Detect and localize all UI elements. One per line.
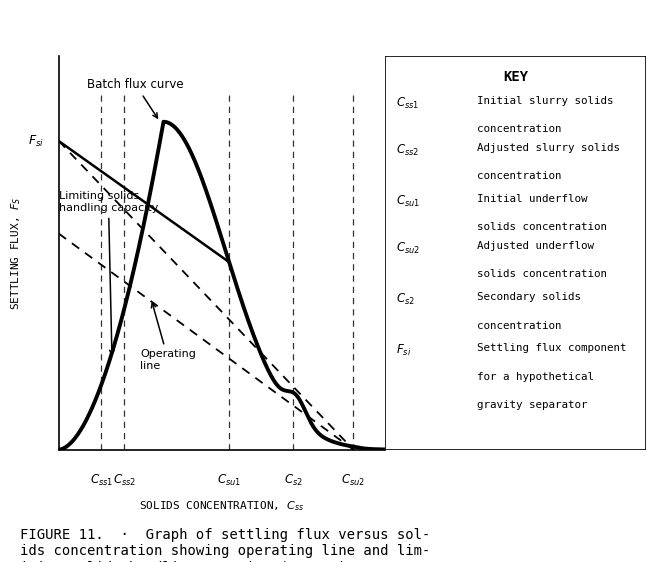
Text: $C_{s2}$: $C_{s2}$: [283, 473, 302, 488]
Text: concentration: concentration: [477, 171, 561, 181]
Text: for a hypothetical: for a hypothetical: [477, 371, 594, 382]
Text: Settling flux component: Settling flux component: [477, 343, 626, 353]
Text: KEY: KEY: [503, 70, 528, 84]
Text: solids concentration: solids concentration: [477, 269, 607, 279]
Text: Initial underflow: Initial underflow: [477, 194, 587, 204]
Text: Limiting solids
handling capacity: Limiting solids handling capacity: [59, 191, 158, 355]
Text: $F_{si}$: $F_{si}$: [396, 343, 411, 359]
Text: Adjusted slurry solids: Adjusted slurry solids: [477, 143, 620, 153]
Text: solids concentration: solids concentration: [477, 222, 607, 232]
Text: $C_{su1}$: $C_{su1}$: [396, 194, 420, 209]
Text: $C_{ss1}$: $C_{ss1}$: [396, 96, 419, 111]
Text: Operating
line: Operating line: [140, 303, 197, 371]
Text: Adjusted underflow: Adjusted underflow: [477, 241, 594, 251]
Text: Batch flux curve: Batch flux curve: [87, 78, 183, 118]
Text: Secondary solids: Secondary solids: [477, 292, 581, 302]
Text: gravity separator: gravity separator: [477, 400, 587, 410]
Text: $F_{si}$: $F_{si}$: [29, 134, 44, 148]
Text: $C_{su2}$: $C_{su2}$: [342, 473, 366, 488]
Text: $C_{s2}$: $C_{s2}$: [396, 292, 415, 307]
Text: $C_{ss2}$: $C_{ss2}$: [396, 143, 419, 158]
Text: concentration: concentration: [477, 320, 561, 330]
Text: $C_{su2}$: $C_{su2}$: [396, 241, 420, 256]
Text: $C_{ss1}$: $C_{ss1}$: [89, 473, 113, 488]
Text: $C_{ss2}$: $C_{ss2}$: [113, 473, 136, 488]
Text: $C_{su1}$: $C_{su1}$: [217, 473, 241, 488]
Text: Initial slurry solids: Initial slurry solids: [477, 96, 613, 106]
Text: SOLIDS CONCENTRATION, $C_{ss}$: SOLIDS CONCENTRATION, $C_{ss}$: [140, 499, 304, 513]
Text: FIGURE 11.  ·  Graph of settling flux versus sol-
ids concentration showing oper: FIGURE 11. · Graph of settling flux vers…: [20, 528, 430, 562]
Text: concentration: concentration: [477, 124, 561, 134]
Text: SETTLING FLUX, $F_S$: SETTLING FLUX, $F_S$: [9, 196, 24, 310]
